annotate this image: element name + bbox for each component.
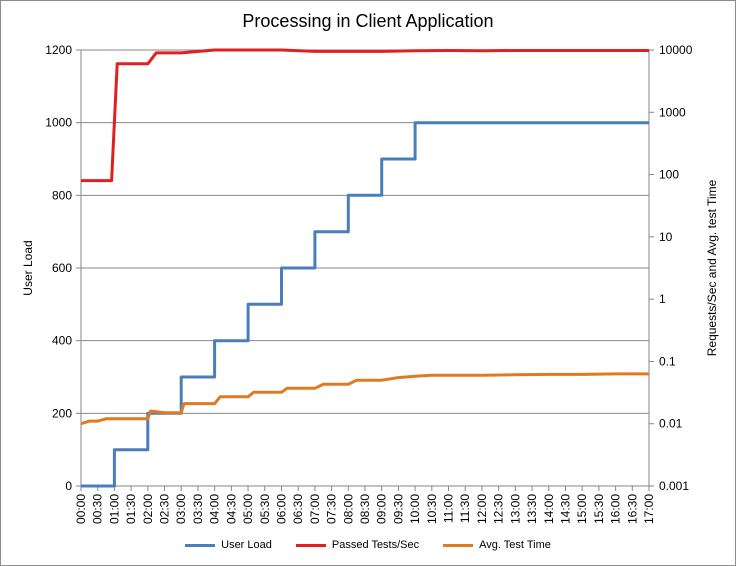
series-line-passed-tests-sec <box>81 48 649 183</box>
x-tick-label: 16:00 <box>609 494 623 524</box>
grid-lines <box>81 49 649 487</box>
x-tick-label: 08:00 <box>341 494 355 524</box>
series-line-user-load <box>81 121 649 488</box>
y-tick-label: 1000 <box>45 116 72 130</box>
x-tick-label: 07:30 <box>325 494 339 524</box>
y2-tick-label: 0.1 <box>659 354 676 368</box>
legend-label: User Load <box>221 539 272 551</box>
y-tick-label: 600 <box>52 261 72 275</box>
y-tick-label: 0 <box>65 479 72 493</box>
x-tick-label: 16:30 <box>625 494 639 524</box>
x-tick-label: 01:30 <box>124 494 138 524</box>
x-tick-label: 10:00 <box>408 494 422 524</box>
legend-label: Passed Tests/Sec <box>331 539 420 551</box>
x-tick-label: 07:00 <box>308 494 322 524</box>
x-tick-label: 10:30 <box>425 494 439 524</box>
x-tick-label: 12:00 <box>475 494 489 524</box>
series-line-avg-test-time <box>80 372 649 426</box>
x-tick-label: 02:00 <box>141 494 155 524</box>
x-tick-label: 03:00 <box>174 494 188 524</box>
y-tick-label: 800 <box>52 188 72 202</box>
chart-title: Processing in Client Application <box>242 11 494 31</box>
y2-tick-label: 1000 <box>659 105 686 119</box>
legend-item: Passed Tests/Sec <box>295 539 420 551</box>
x-tick-label: 14:30 <box>558 494 572 524</box>
y-tick-label: 200 <box>52 406 72 420</box>
legend-item: User Load <box>185 539 272 551</box>
y2-tick-label: 0.001 <box>659 479 689 493</box>
y-axis-title: User Load <box>21 240 35 295</box>
x-tick-label: 06:30 <box>291 494 305 524</box>
axis-labels: 0 200 400 600 800 1000 1200 0.001 0.01 0.1 1 10 100 1… <box>21 43 719 524</box>
x-tick-label: 09:30 <box>391 494 405 524</box>
x-tick-label: 17:00 <box>642 494 656 524</box>
x-tick-label: 11:00 <box>442 494 456 523</box>
y2-tick-label: 10000 <box>659 43 693 57</box>
axes <box>76 49 654 491</box>
x-tick-label: 01:00 <box>107 494 121 524</box>
legend-swatch <box>295 543 326 547</box>
x-tick-label: 11:30 <box>458 494 472 523</box>
x-tick-label: 09:00 <box>375 494 389 524</box>
x-tick-label: 15:30 <box>592 494 606 524</box>
x-tick-label: 14:00 <box>542 494 556 524</box>
legend-label: Avg. Test Time <box>479 539 551 551</box>
legend: User Load Passed Tests/Sec Avg. Test Time <box>1 539 735 551</box>
legend-swatch <box>185 543 216 547</box>
legend-swatch <box>443 543 474 547</box>
x-tick-label: 04:30 <box>224 494 238 524</box>
y-tick-label: 1200 <box>45 43 72 57</box>
x-tick-label: 13:30 <box>525 494 539 524</box>
x-tick-label: 15:00 <box>575 494 589 524</box>
y2-tick-label: 0.01 <box>659 417 683 431</box>
x-tick-label: 13:00 <box>508 494 522 524</box>
y-tick-label: 400 <box>52 334 72 348</box>
legend-item: Avg. Test Time <box>443 539 551 551</box>
x-tick-label: 12:30 <box>492 494 506 524</box>
x-tick-label: 04:00 <box>208 494 222 524</box>
x-tick-label: 06:00 <box>274 494 288 524</box>
x-tick-label: 03:30 <box>191 494 205 524</box>
x-tick-label: 05:30 <box>258 494 272 524</box>
x-tick-label: 05:00 <box>241 494 255 524</box>
y2-tick-label: 1 <box>659 292 666 306</box>
x-tick-label: 08:30 <box>358 494 372 524</box>
x-tick-label: 00:30 <box>91 494 105 524</box>
series-lines <box>80 48 649 488</box>
y2-tick-label: 10 <box>659 230 673 244</box>
y2-tick-label: 100 <box>659 168 679 182</box>
x-tick-label: 00:00 <box>74 494 88 524</box>
y2-axis-title: Requests/Sec and Avg. test Time <box>705 179 719 356</box>
x-tick-label: 02:30 <box>158 494 172 524</box>
